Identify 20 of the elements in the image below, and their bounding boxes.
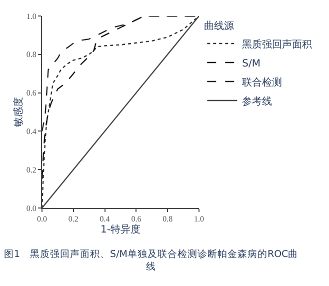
y-tick-label: 0.4 xyxy=(26,127,36,136)
y-tick-label: 0.2 xyxy=(26,165,36,174)
x-axis-title: 1-特异度 xyxy=(100,224,140,236)
legend-label: 黑质强回声面积 xyxy=(242,38,312,50)
legend-label: 参考线 xyxy=(242,95,272,108)
x-tick-label: 0.0 xyxy=(37,214,47,224)
x-tick-label: 0.4 xyxy=(100,214,110,224)
y-tick-label: 1.0 xyxy=(26,12,36,21)
legend-label: S/M xyxy=(242,58,260,70)
y-tick-label: 0.0 xyxy=(26,204,36,213)
y-axis-title: 敏感度 xyxy=(12,97,24,127)
y-tick-label: 0.6 xyxy=(26,88,36,98)
legend-label: 联合检测 xyxy=(242,76,282,88)
legend-title: 曲线源 xyxy=(204,20,234,32)
x-tick-label: 1.0 xyxy=(194,214,204,224)
y-tick-label: 0.8 xyxy=(26,50,36,60)
x-tick-label: 0.2 xyxy=(68,214,78,224)
caption: 图1 黑质强回声面积、S/M单独及联合检测诊断帕金森病的ROC曲线 xyxy=(4,248,298,272)
x-tick-label: 0.8 xyxy=(162,214,173,224)
x-tick-label: 0.6 xyxy=(131,214,142,224)
